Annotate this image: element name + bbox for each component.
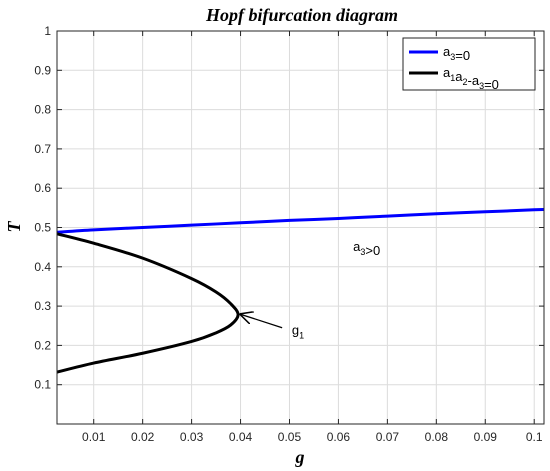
plot-border xyxy=(56,30,545,425)
annotation-region: a3>0 xyxy=(353,239,380,258)
x-tick-label: 0.01 xyxy=(82,430,106,444)
y-tick-label: 0.9 xyxy=(34,63,51,77)
legend-label-2: a1a2-a3=0 xyxy=(443,65,499,92)
y-tick-label: 1 xyxy=(44,24,51,38)
y-tick-label: 0.1 xyxy=(34,378,51,392)
x-tick-label: 0.08 xyxy=(425,430,449,444)
y-tick-label: 0.2 xyxy=(34,338,51,352)
x-tick-label: 0.05 xyxy=(278,430,302,444)
x-tick-label: 0.02 xyxy=(131,430,155,444)
series-line-1 xyxy=(56,207,545,234)
x-tick-label: 0.04 xyxy=(229,430,253,444)
annotation-g1: g1 xyxy=(292,322,304,340)
y-tick-label: 0.7 xyxy=(34,142,51,156)
ticks: 0.01 0.02 0.03 0.04 0.05 0.06 0.07 0.08 0.09 0.1 0… xyxy=(34,24,544,444)
x-tick-label: 0.06 xyxy=(327,430,351,444)
x-tick-label: 0.03 xyxy=(180,430,204,444)
chart-title: Hopf bifurcation diagram xyxy=(205,5,398,25)
y-tick-label: 0.3 xyxy=(34,299,51,313)
legend-box xyxy=(402,37,536,91)
x-tick-label: 0.09 xyxy=(474,430,498,444)
y-tick-label: 0.6 xyxy=(34,181,51,195)
annotations: a3>0 g1 xyxy=(240,239,380,340)
legend: a3=0 a1a2-a3=0 xyxy=(402,37,536,92)
x-tick-label: 0.1 xyxy=(526,430,543,444)
y-tick-label: 0.8 xyxy=(34,103,51,117)
y-tick-label: 0.5 xyxy=(34,221,51,235)
y-axis-label: T xyxy=(4,221,24,233)
annotation-arrow xyxy=(240,314,283,329)
legend-label-1: a3=0 xyxy=(443,44,470,63)
x-tick-label: 0.07 xyxy=(376,430,400,444)
x-axis-label: g xyxy=(295,447,305,467)
y-tick-label: 0.4 xyxy=(34,260,51,274)
